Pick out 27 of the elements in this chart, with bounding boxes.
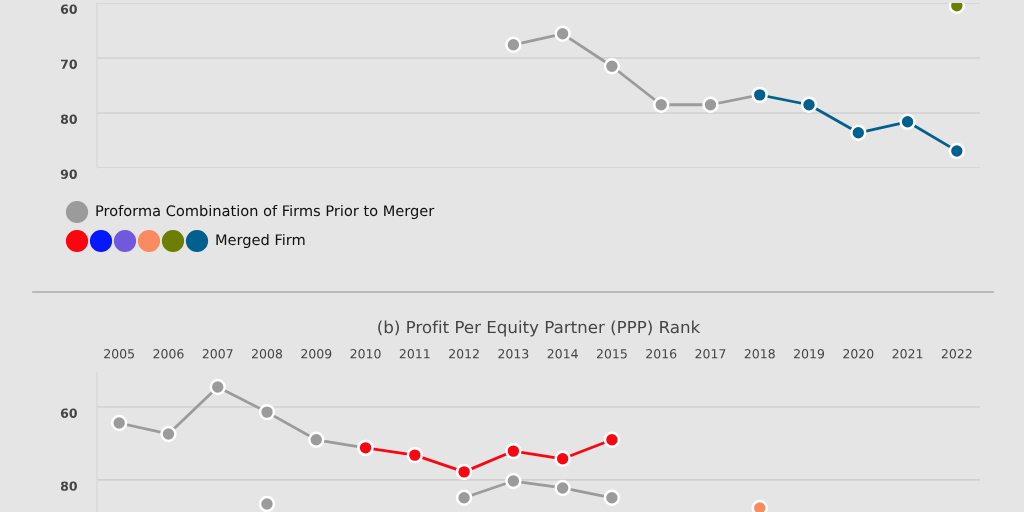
x-tick-label: 2020 bbox=[843, 349, 874, 359]
x-tick-label: 2013 bbox=[498, 349, 529, 359]
x-tick-label: 2012 bbox=[449, 349, 479, 359]
legend-label: Merged Firm bbox=[216, 233, 305, 249]
y-tick-label: 70 bbox=[61, 59, 77, 69]
x-tick-label: 2007 bbox=[202, 349, 233, 359]
x-tick-label: 2017 bbox=[695, 349, 726, 359]
y-tick-label: 80 bbox=[60, 114, 77, 124]
y-tick-label: 60 bbox=[60, 4, 77, 14]
x-tick-label: 2015 bbox=[596, 349, 627, 359]
x-tick-label: 2006 bbox=[153, 349, 184, 359]
y-tick-label: 90 bbox=[60, 169, 77, 179]
x-tick-label: 2019 bbox=[794, 349, 825, 359]
chart-title: (b) Profit Per Equity Partner (PPP) Rank bbox=[378, 320, 701, 337]
x-tick-label: 2022 bbox=[941, 349, 972, 359]
y-tick-label: 60 bbox=[60, 408, 77, 418]
x-tick-label: 2005 bbox=[104, 349, 134, 359]
x-tick-label: 2011 bbox=[399, 349, 430, 359]
x-tick-label: 2008 bbox=[252, 349, 283, 359]
x-tick-label: 2010 bbox=[350, 349, 381, 359]
x-tick-label: 2021 bbox=[892, 349, 923, 359]
x-tick-label: 2009 bbox=[301, 349, 332, 359]
legend-label: Proforma Combination of Firms Prior to Merger bbox=[96, 204, 435, 220]
y-tick-label: 80 bbox=[60, 481, 77, 491]
x-tick-label: 2016 bbox=[646, 349, 677, 359]
x-tick-label: 2018 bbox=[744, 349, 775, 359]
x-tick-label: 2014 bbox=[547, 349, 578, 359]
